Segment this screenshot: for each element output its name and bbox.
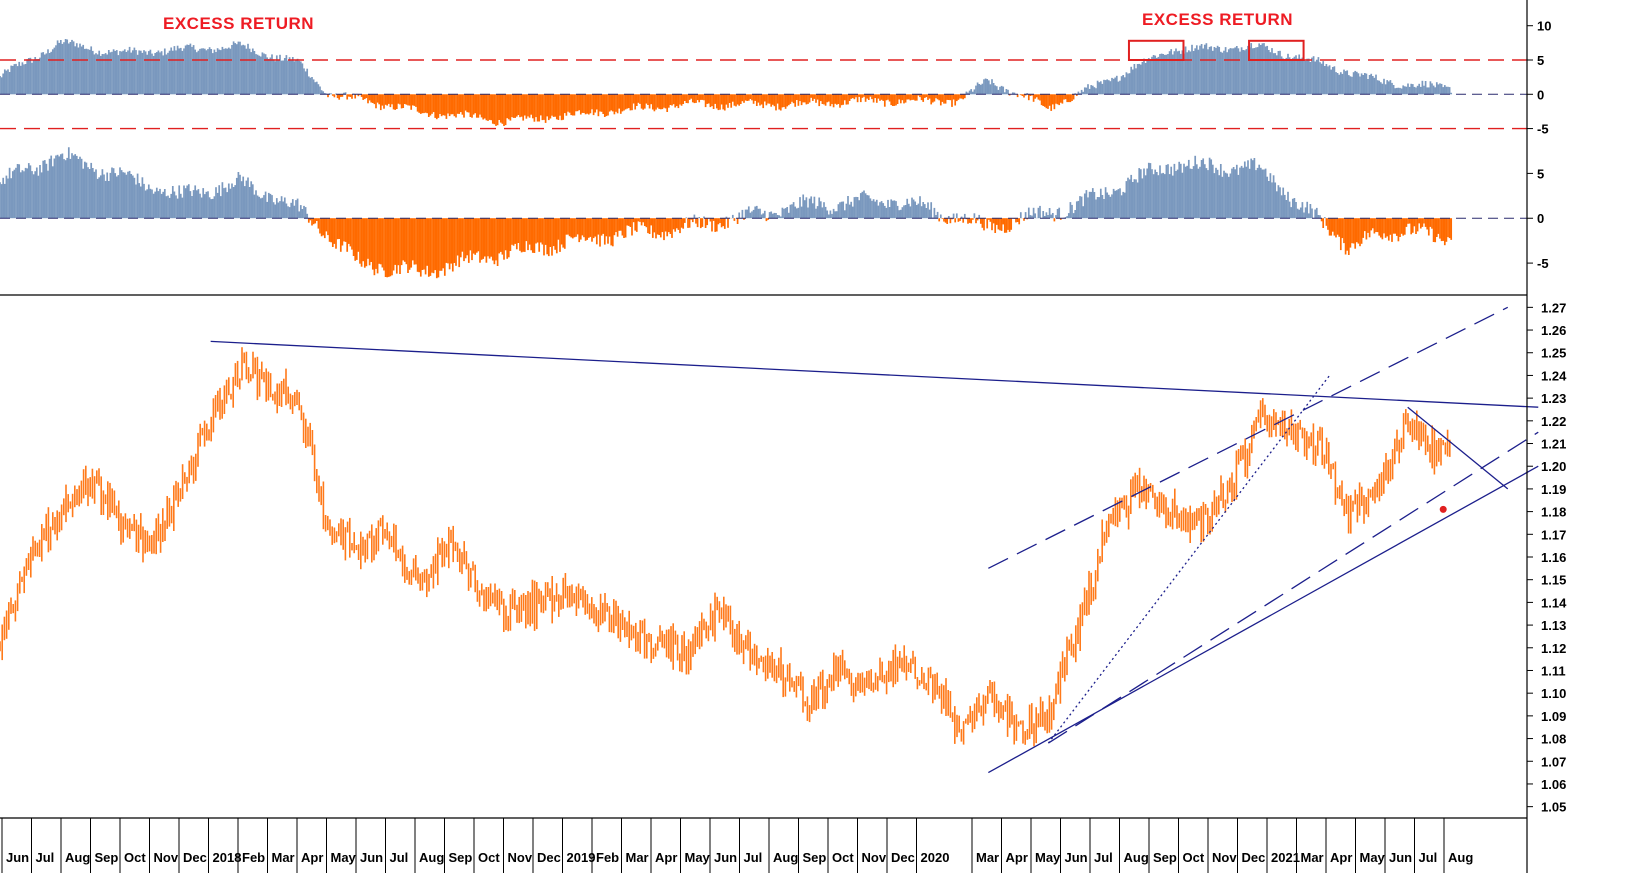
x-tick-label: Nov [154, 850, 179, 865]
x-tick-label: Dec [537, 850, 561, 865]
x-tick-label: Nov [508, 850, 533, 865]
trendline [1047, 375, 1331, 744]
y-tick-label: 5 [1537, 166, 1544, 181]
marker-dot [1438, 504, 1448, 514]
y-tick-label: 1.13 [1541, 618, 1566, 633]
y-tick-label: 1.05 [1541, 800, 1566, 815]
y-tick-label: 1.24 [1541, 368, 1567, 383]
x-tick-label: Jul [36, 850, 55, 865]
x-tick-label: Jun [1389, 850, 1412, 865]
y-tick-label: -5 [1537, 122, 1549, 137]
x-tick-label: Jul [1419, 850, 1438, 865]
y-tick-label: 10 [1537, 19, 1551, 34]
x-tick-label: Mar [626, 850, 649, 865]
trendline [988, 465, 1539, 774]
x-tick-label: Oct [478, 850, 500, 865]
x-tick-label: May [1035, 850, 1061, 865]
y-tick-label: 1.06 [1541, 777, 1566, 792]
x-tick-label: Mar [1301, 850, 1324, 865]
x-tick-label: Jun [714, 850, 737, 865]
x-tick-label: Sep [95, 850, 119, 865]
x-tick-label: 2018 [213, 850, 242, 865]
y-tick-label: 1.27 [1541, 300, 1566, 315]
y-tick-label: 1.12 [1541, 641, 1566, 656]
x-tick-label: Aug [1124, 850, 1149, 865]
y-tick-label: 1.23 [1541, 391, 1566, 406]
x-tick-label: Nov [862, 850, 887, 865]
y-tick-label: 1.19 [1541, 482, 1566, 497]
middle-panel: 5 0 -5 [0, 147, 1549, 296]
trendline [988, 306, 1509, 569]
y-tick-label: 1.15 [1541, 573, 1566, 588]
y-tick-label: 1.11 [1541, 663, 1566, 678]
x-tick-label: Aug [773, 850, 798, 865]
excess-return-label-left: EXCESS RETURN [163, 14, 314, 33]
highlight-box [1248, 39, 1305, 61]
x-tick-label: Dec [183, 850, 207, 865]
x-tick-label: Oct [1183, 850, 1205, 865]
trendline [1407, 406, 1509, 490]
x-tick-label: Mar [976, 850, 999, 865]
x-tick-label: Jul [390, 850, 409, 865]
y-tick-label: 1.21 [1541, 437, 1566, 452]
excess-return-label-right: EXCESS RETURN [1142, 10, 1293, 29]
y-tick-label: 5 [1537, 53, 1544, 68]
highlight-box [1127, 39, 1185, 61]
x-tick-label: Apr [301, 850, 323, 865]
x-tick-label: May [331, 850, 357, 865]
y-tick-label: -5 [1537, 256, 1549, 271]
x-tick-label: Aug [65, 850, 90, 865]
x-tick-label: Apr [1330, 850, 1352, 865]
y-tick-label: 0 [1537, 87, 1544, 102]
x-tick-label: Oct [832, 850, 854, 865]
x-tick-label: Sep [803, 850, 827, 865]
y-tick-label: 1.26 [1541, 323, 1566, 338]
y-tick-label: 0 [1537, 211, 1544, 226]
y-tick-label: 1.18 [1541, 505, 1566, 520]
x-tick-label: Dec [891, 850, 915, 865]
x-tick-label: Dec [1242, 850, 1266, 865]
x-tick-label: Jul [1094, 850, 1113, 865]
x-tick-label: Sep [1153, 850, 1177, 865]
y-tick-label: 1.22 [1541, 414, 1566, 429]
x-tick-label: Feb [242, 850, 265, 865]
x-tick-label: May [1360, 850, 1386, 865]
top-panel: 10 5 0 -5 [0, 19, 1551, 137]
x-tick-label: Apr [1006, 850, 1028, 865]
x-tick-label: Oct [124, 850, 146, 865]
x-tick-label: 2021 [1271, 850, 1300, 865]
annotations: EXCESS RETURN EXCESS RETURN [163, 10, 1293, 33]
x-tick-label: Sep [449, 850, 473, 865]
x-tick-label: Aug [419, 850, 444, 865]
y-tick-label: 1.09 [1541, 709, 1566, 724]
y-tick-label: 1.25 [1541, 346, 1566, 361]
y-tick-label: 1.08 [1541, 732, 1566, 747]
x-tick-label: 2019 [567, 850, 596, 865]
x-tick-label: Aug [1448, 850, 1473, 865]
x-tick-label: Jun [360, 850, 383, 865]
trendline [210, 340, 1539, 408]
x-tick-label: Jun [6, 850, 29, 865]
x-tick-label: Nov [1212, 850, 1237, 865]
y-tick-label: 1.16 [1541, 550, 1566, 565]
x-tick-label: Feb [596, 850, 619, 865]
y-tick-label: 1.14 [1541, 595, 1567, 610]
x-tick-label: Mar [272, 850, 295, 865]
trendline [1048, 431, 1539, 744]
x-tick-label: Jun [1065, 850, 1088, 865]
price-panel: 1.27 1.26 1.25 1.24 1.23 1.22 1.21 1.20 1.19 1.18… [0, 300, 1567, 815]
y-tick-label: 1.07 [1541, 754, 1566, 769]
axes: Jun Jul Aug Sep Oct Nov Dec 2018 Feb Mar Apr May Jun… [0, 0, 1528, 873]
y-tick-label: 1.10 [1541, 686, 1566, 701]
y-tick-label: 1.20 [1541, 459, 1566, 474]
x-tick-label: Jul [744, 850, 763, 865]
x-tick-label: May [685, 850, 711, 865]
y-tick-label: 1.17 [1541, 527, 1566, 542]
x-tick-label: 2020 [921, 850, 950, 865]
x-tick-label: Apr [655, 850, 677, 865]
